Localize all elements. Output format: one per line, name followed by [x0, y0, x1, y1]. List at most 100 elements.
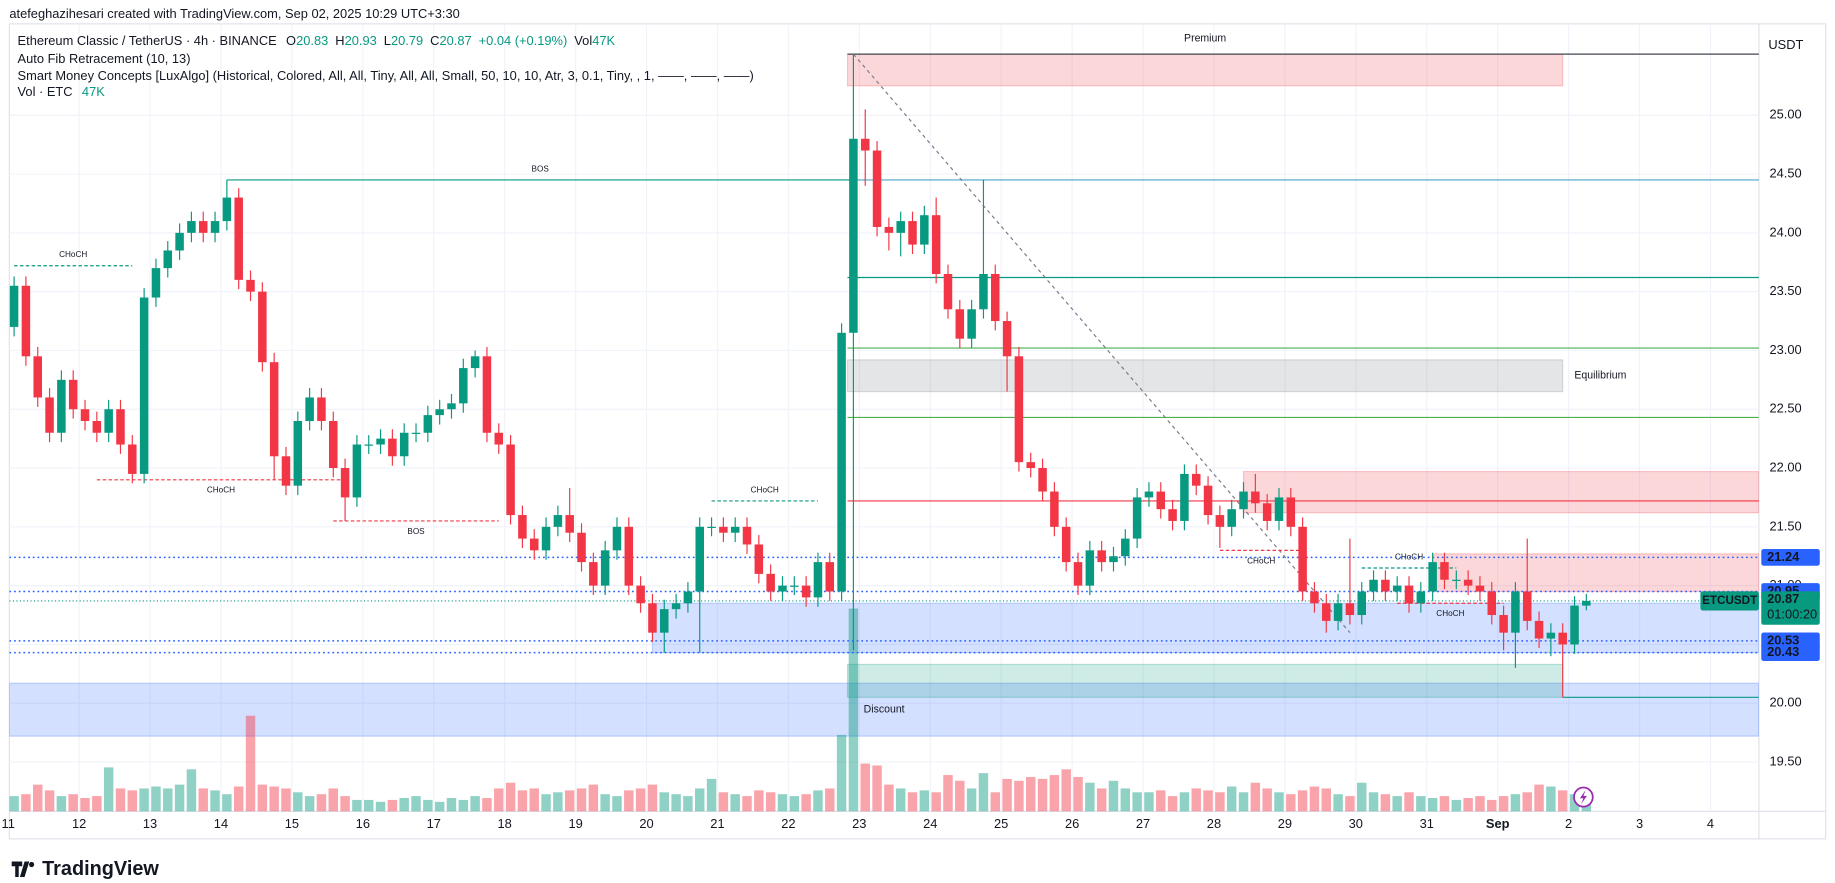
candle-body	[896, 221, 905, 233]
volume-bar	[423, 799, 433, 812]
ohlc-label: L	[384, 33, 391, 48]
volume-bar	[1416, 796, 1426, 812]
volume-bar	[907, 792, 918, 812]
volume-bar	[340, 796, 350, 812]
volume-bar	[576, 788, 587, 812]
volume-bar	[1002, 778, 1012, 812]
volume-bar	[1439, 796, 1450, 812]
volume-bar	[671, 794, 681, 812]
candle-body	[1180, 473, 1189, 521]
y-tick-label: 22.00	[1769, 459, 1801, 474]
y-tick-label: 24.50	[1769, 165, 1801, 180]
candle-body	[423, 415, 433, 433]
volume-bar	[801, 794, 811, 812]
x-tick-label: 2	[1565, 816, 1572, 831]
structure-label: CHoCH	[1247, 556, 1275, 565]
candle-body	[1286, 497, 1296, 527]
candle-body	[340, 468, 350, 498]
candle-body	[21, 285, 31, 357]
volume-bar	[1297, 790, 1308, 812]
candle-body	[1463, 579, 1473, 586]
candle-body	[529, 538, 539, 551]
volume-bar	[955, 780, 965, 812]
candle-body	[1522, 591, 1532, 621]
lightning-icon	[1573, 786, 1594, 808]
volume-bar	[269, 786, 279, 812]
countdown: 01:00:20	[1767, 607, 1817, 622]
candle-body	[778, 585, 787, 592]
candle-body	[1452, 579, 1461, 581]
candle-body	[1262, 503, 1272, 521]
x-tick-label: 29	[1278, 816, 1292, 831]
volume-bar	[494, 788, 504, 812]
volume-bar	[1463, 798, 1473, 812]
candle-body	[1475, 585, 1485, 592]
x-tick-label: 18	[498, 816, 512, 831]
candle-body	[482, 356, 492, 433]
volume-bar	[364, 799, 374, 812]
volume-bar	[624, 790, 634, 812]
structure-label: BOS	[531, 164, 549, 173]
candle-body	[376, 438, 385, 445]
zone	[846, 663, 1564, 698]
volume-bar	[399, 798, 409, 812]
currency: USDT	[1768, 37, 1803, 52]
volume-bar	[1487, 799, 1497, 812]
volume-bar	[1392, 796, 1402, 812]
price-tag	[1761, 549, 1820, 566]
volume-bar	[174, 784, 185, 812]
volume-bar	[1108, 780, 1119, 812]
volume-bar	[33, 784, 43, 812]
volume-bar	[92, 796, 102, 812]
structure-label: BOS	[407, 527, 425, 536]
volume-bar	[564, 790, 575, 812]
volume-bar	[978, 773, 989, 812]
volume-bar	[647, 784, 658, 812]
candle-body	[612, 526, 622, 551]
symbol-tag	[1700, 591, 1759, 611]
volume-bar	[103, 767, 114, 812]
candle-body	[494, 432, 504, 445]
candle-body	[246, 279, 255, 292]
symbol-tag-label: ETCUSDT	[1702, 593, 1758, 607]
candle-body	[1357, 591, 1366, 616]
candle-body	[683, 591, 693, 604]
volume-bar	[316, 794, 327, 812]
volume-bar	[458, 799, 469, 812]
candle-body	[1073, 562, 1083, 586]
volume-bar	[56, 796, 67, 812]
candle-body	[305, 397, 314, 421]
y-tick-label: 25.00	[1769, 107, 1801, 122]
volume-bar	[470, 796, 480, 812]
candle-body	[1369, 579, 1378, 592]
x-tick-label: 21	[710, 816, 724, 831]
ohlc-label: C	[430, 33, 439, 48]
volume-bar	[1569, 794, 1580, 812]
zone	[1242, 470, 1759, 514]
y-tick-label: 19.50	[1769, 753, 1801, 768]
candle-body	[1203, 485, 1213, 516]
volume-bar	[1286, 794, 1296, 812]
brand-name: TradingView	[42, 858, 159, 880]
volume-bar	[966, 788, 977, 812]
candle-body	[329, 420, 338, 469]
volume-bar	[434, 801, 445, 812]
volume-value: 47K	[592, 33, 615, 48]
candle-body	[1310, 591, 1319, 604]
candle-body	[187, 221, 196, 233]
price-tag	[1761, 644, 1820, 662]
candle-body	[1215, 515, 1225, 527]
x-tick-label: 3	[1636, 816, 1643, 831]
candle-body	[955, 309, 965, 339]
frame	[8, 23, 1827, 840]
volume-bar	[1380, 794, 1391, 812]
candle-body	[1582, 600, 1591, 606]
candle-body	[1392, 585, 1402, 592]
candle-body	[68, 379, 78, 410]
volume-bar	[848, 608, 859, 812]
volume-bar	[1120, 788, 1131, 812]
candle-body	[1345, 603, 1355, 616]
volume-bar	[718, 792, 729, 812]
volume-bar	[1333, 794, 1343, 812]
